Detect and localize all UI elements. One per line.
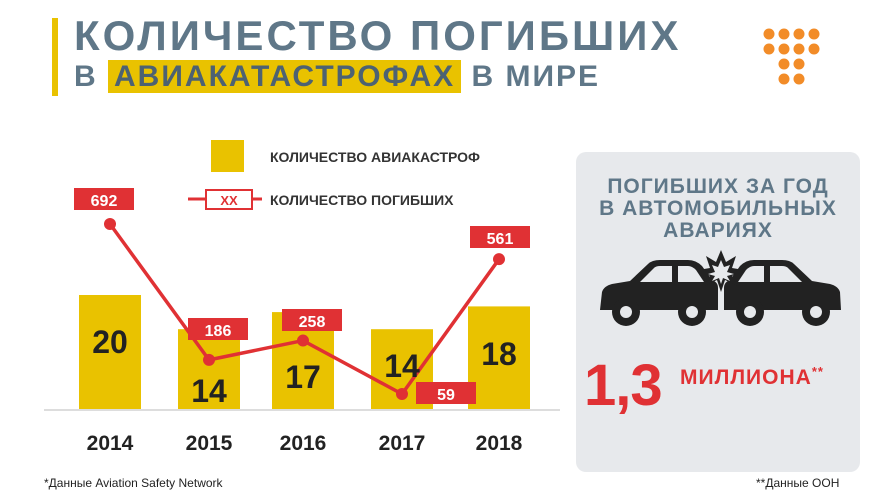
bar-value-label: 18 — [481, 336, 517, 372]
bar — [79, 295, 141, 409]
subtitle-highlight: АВИАКАТАСТРОФАХ — [108, 60, 462, 93]
deaths-label-box — [188, 318, 248, 340]
bar-value-label: 14 — [384, 348, 420, 384]
x-tick-label: 2016 — [280, 432, 327, 455]
bar-value-label: 14 — [191, 373, 227, 409]
unit-text: МИЛЛИОНА — [680, 366, 812, 389]
x-tick-label: 2018 — [476, 432, 523, 455]
deaths-label-box — [470, 226, 530, 248]
legend-line-box — [205, 189, 253, 210]
legend-bar-swatch — [211, 140, 244, 172]
card-title: ПОГИБШИХ ЗА ГОД В АВТОМОБИЛЬНЫХ АВАРИЯХ — [576, 176, 860, 242]
bar-value-label: 17 — [285, 359, 321, 395]
car-crash-icon — [600, 250, 841, 326]
deaths-point — [396, 388, 408, 400]
car-deaths-unit: МИЛЛИОНА** — [680, 364, 824, 390]
subtitle-pre: В — [74, 60, 98, 93]
legend-line-label: КОЛИЧЕСТВО ПОГИБШИХ — [270, 192, 454, 208]
x-tick-label: 2014 — [87, 432, 134, 455]
deaths-point — [297, 334, 309, 347]
page-title: КОЛИЧЕСТВО ПОГИБШИХ — [74, 12, 682, 59]
car-deaths-value: 1,3 — [584, 353, 663, 418]
brand-logo-icon — [763, 28, 820, 85]
page-subtitle: В АВИАКАТАСТРОФАХ В МИРЕ — [74, 60, 600, 94]
deaths-point — [493, 253, 505, 266]
bar — [178, 329, 240, 409]
car-deaths-card: ПОГИБШИХ ЗА ГОД В АВТОМОБИЛЬНЫХ АВАРИЯХ … — [576, 152, 860, 472]
title-accent-bar — [52, 18, 58, 96]
bar-value-label: 20 — [92, 324, 128, 360]
footnote-source-right: **Данные ООН — [756, 476, 840, 490]
deaths-point — [104, 218, 116, 230]
card-title-line: ПОГИБШИХ ЗА ГОД — [607, 175, 829, 198]
x-tick-label: 2017 — [379, 432, 426, 455]
deaths-value-label: 692 — [91, 193, 118, 210]
legend-line-sample: XX — [220, 193, 238, 208]
bar — [468, 306, 530, 409]
card-title-line: В АВТОМОБИЛЬНЫХ — [599, 197, 837, 220]
card-title-line: АВАРИЯХ — [663, 219, 773, 242]
deaths-value-label: 561 — [487, 231, 514, 248]
deaths-label-box — [282, 309, 342, 331]
unit-footnote-mark: ** — [811, 364, 824, 379]
footnote-source-left: *Данные Aviation Safety Network — [44, 476, 223, 490]
x-tick-label: 2015 — [186, 432, 233, 455]
legend-bar-label: КОЛИЧЕСТВО АВИАКАСТРОФ — [270, 149, 480, 165]
deaths-value-label: 186 — [205, 323, 232, 340]
deaths-value-label: 59 — [437, 387, 455, 404]
deaths-label-box — [416, 382, 476, 404]
subtitle-post: В МИРЕ — [471, 60, 601, 93]
deaths-label-box — [74, 188, 134, 210]
deaths-point — [203, 353, 215, 366]
deaths-value-label: 258 — [299, 314, 326, 331]
